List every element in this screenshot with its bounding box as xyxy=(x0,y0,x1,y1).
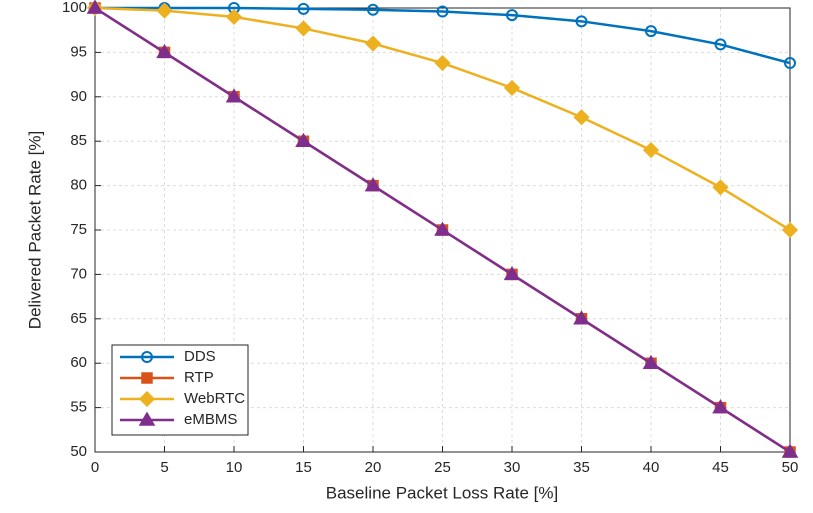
x-axis-label: Baseline Packet Loss Rate [%] xyxy=(326,483,558,502)
series-line xyxy=(95,6,791,65)
marker xyxy=(784,57,796,70)
y-tick-label: 75 xyxy=(70,221,87,238)
legend-marker xyxy=(138,390,156,408)
marker xyxy=(364,35,382,52)
marker xyxy=(225,8,243,25)
marker xyxy=(712,399,729,414)
marker xyxy=(714,38,727,51)
y-tick-label: 50 xyxy=(70,443,87,460)
legend-label: eMBMS xyxy=(184,411,237,428)
marker xyxy=(156,43,173,59)
legend-label: WebRTC xyxy=(184,390,245,407)
marker xyxy=(364,177,382,192)
marker xyxy=(503,79,521,96)
marker xyxy=(503,265,521,281)
marker xyxy=(573,310,590,325)
legend-label: RTP xyxy=(184,369,214,386)
marker xyxy=(86,0,104,14)
y-tick-label: 95 xyxy=(70,43,87,60)
marker xyxy=(434,54,451,72)
marker xyxy=(781,443,799,458)
y-tick-label: 65 xyxy=(70,310,87,327)
y-axis-label: Delivered Packet Rate [%] xyxy=(25,131,44,329)
x-tick-label: 10 xyxy=(226,459,243,476)
marker xyxy=(225,88,243,103)
marker xyxy=(573,109,590,126)
y-tick-label: 55 xyxy=(70,399,87,416)
y-tick-label: 85 xyxy=(70,132,87,149)
legend-marker xyxy=(141,351,153,363)
x-tick-label: 25 xyxy=(434,459,451,476)
marker xyxy=(297,2,310,15)
x-tick-label: 40 xyxy=(643,459,660,476)
y-tick-label: 80 xyxy=(70,177,87,194)
y-tick-label: 90 xyxy=(70,88,87,105)
marker xyxy=(436,5,449,18)
y-tick-label: 100 xyxy=(62,0,87,16)
x-tick-label: 0 xyxy=(91,459,99,476)
marker xyxy=(295,132,312,147)
marker xyxy=(156,2,173,19)
marker xyxy=(575,15,588,28)
x-tick-label: 35 xyxy=(573,459,590,476)
legend-label: DDS xyxy=(184,348,216,365)
marker xyxy=(506,9,518,22)
legend: DDS RTP WebRTC eMBMS xyxy=(111,344,249,436)
legend-marker xyxy=(141,372,153,384)
marker xyxy=(367,3,379,16)
marker xyxy=(295,20,312,37)
x-tick-label: 50 xyxy=(782,459,799,476)
marker xyxy=(712,179,729,196)
y-tick-label: 60 xyxy=(70,354,87,371)
x-tick-label: 20 xyxy=(365,459,382,476)
marker xyxy=(781,221,799,239)
legend-marker xyxy=(138,411,156,426)
marker xyxy=(434,221,451,236)
y-tick-label: 70 xyxy=(70,265,87,282)
marker xyxy=(642,354,660,369)
x-tick-label: 45 xyxy=(712,459,729,476)
x-tick-label: 15 xyxy=(295,459,312,476)
x-tick-label: 5 xyxy=(160,459,168,476)
x-tick-label: 30 xyxy=(504,459,521,476)
marker xyxy=(645,25,657,38)
marker xyxy=(642,142,660,159)
